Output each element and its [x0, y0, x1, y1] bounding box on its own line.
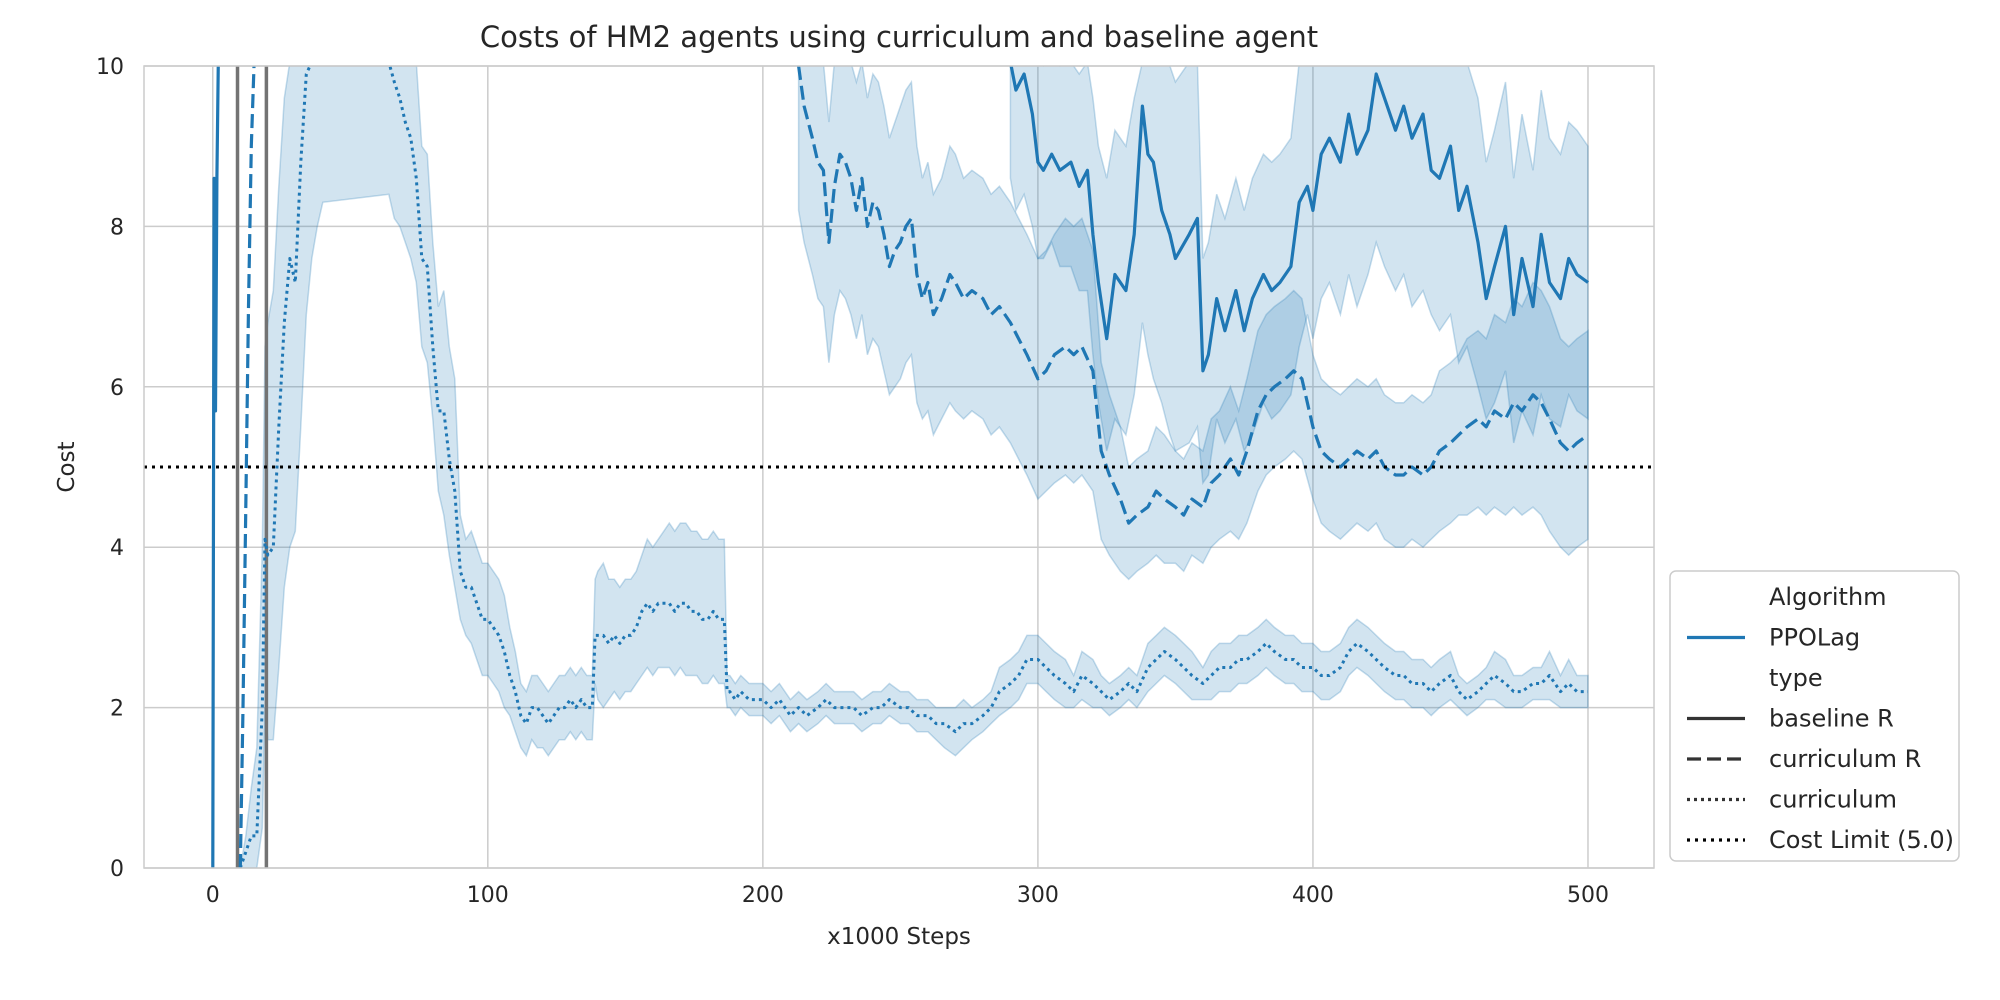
series-line-baseline-r [211, 66, 220, 868]
legend-label: Algorithm [1769, 583, 1887, 611]
y-tick-labels: 0 2 4 6 8 10 [96, 55, 124, 882]
x-tick-label: 200 [742, 883, 784, 908]
x-tick-label: 100 [467, 883, 509, 908]
confidence-band [797, 66, 1589, 581]
x-tick-label: 500 [1567, 883, 1609, 908]
legend-label: curriculum [1769, 786, 1897, 814]
legend: Algorithm PPOLag type baseline R curriculum … [1669, 570, 1960, 862]
chart-title: Costs of HM2 agents using curriculum and… [480, 20, 1318, 54]
x-tick-labels: 0 100 200 300 400 500 [206, 883, 1609, 908]
y-tick-label: 4 [110, 536, 124, 561]
series-line-curriculum [238, 66, 1588, 868]
y-tick-label: 8 [110, 215, 124, 240]
series-line-curriculum-r [238, 66, 256, 868]
x-tick-label: 0 [206, 883, 220, 908]
legend-entries: Algorithm PPOLag type baseline R curriculum … [1687, 583, 1954, 854]
legend-frame [1669, 570, 1960, 862]
y-tick-label: 0 [110, 857, 124, 882]
legend-label: baseline R [1769, 705, 1894, 733]
series-line-curriculum-r [797, 66, 1589, 525]
series-line-baseline-r [1009, 66, 1589, 373]
legend-label: type [1769, 664, 1823, 692]
x-tick-label: 300 [1017, 883, 1059, 908]
y-tick-label: 6 [110, 376, 124, 401]
y-tick-label: 2 [110, 697, 124, 722]
y-tick-label: 10 [96, 55, 124, 80]
series-lines [211, 66, 1589, 868]
legend-label: curriculum R [1769, 745, 1921, 773]
x-axis-label: x1000 Steps [827, 924, 971, 950]
x-tick-label: 400 [1292, 883, 1334, 908]
legend-label: PPOLag [1769, 624, 1860, 652]
legend-label: Cost Limit (5.0) [1769, 826, 1954, 854]
y-axis-label: Cost [54, 441, 80, 492]
plot-frame [143, 65, 1655, 869]
